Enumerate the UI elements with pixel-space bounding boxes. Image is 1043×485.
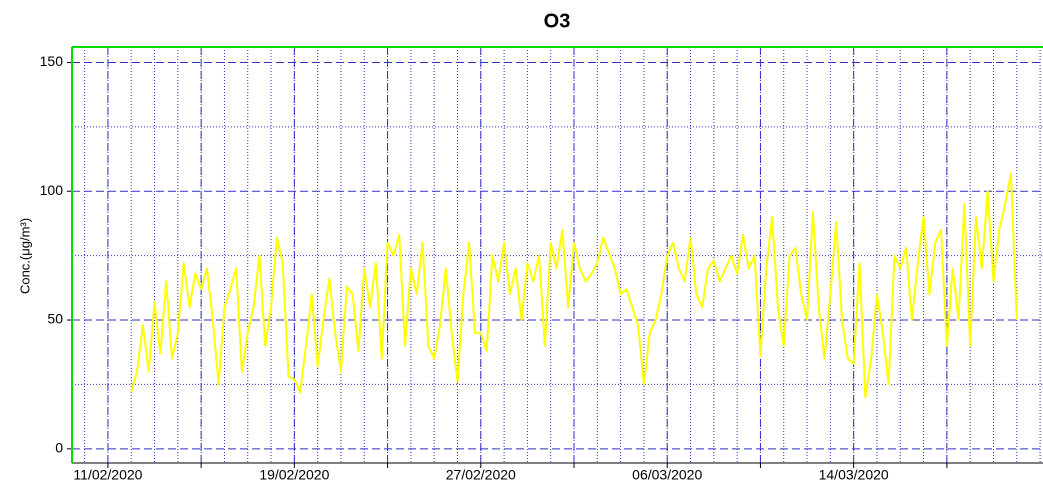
y-axis-label: Conc.(μg/m³) [17, 218, 32, 294]
x-tick-label: 14/03/2020 [819, 467, 889, 483]
x-tick-label: 11/02/2020 [73, 467, 142, 483]
y-tick-label: 50 [47, 311, 63, 327]
y-tick-label: 100 [40, 182, 64, 198]
x-tick-label: 27/02/2020 [446, 467, 516, 483]
x-tick-label: 06/03/2020 [632, 467, 702, 483]
chart-title: O3 [544, 10, 571, 32]
data-line [130, 172, 1018, 399]
y-tick-label: 0 [55, 440, 63, 456]
x-tick-label: 19/02/2020 [259, 467, 329, 483]
y-tick-label: 150 [40, 53, 64, 69]
